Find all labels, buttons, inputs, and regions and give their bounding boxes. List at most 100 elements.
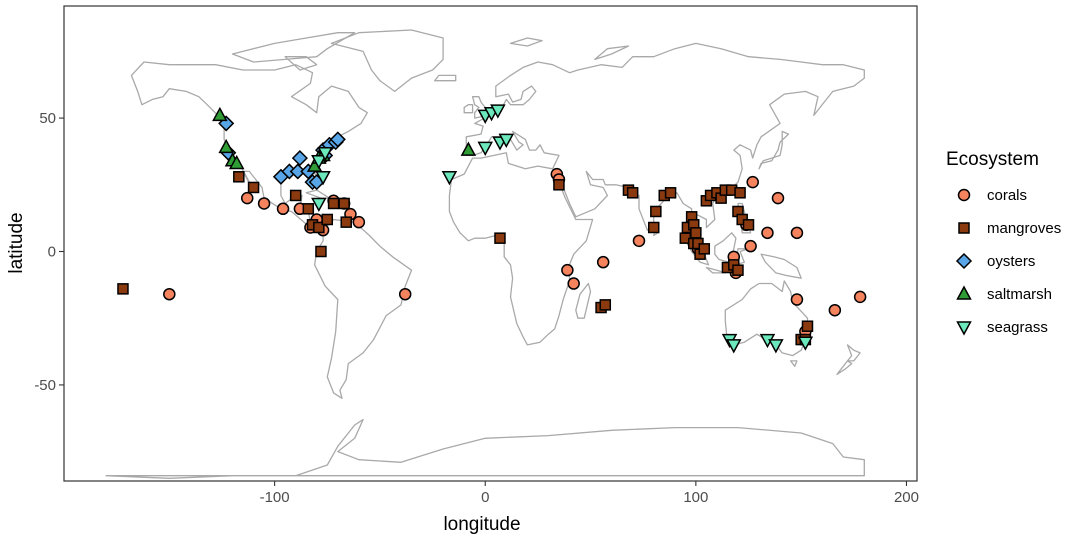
mangroves-point [626,187,639,199]
mangroves-point [599,299,612,311]
legend-label-corals: corals [987,187,1027,204]
landmass-outline [789,360,798,367]
legend-key-seagrass [956,321,972,336]
x-axis-title: longitude [443,514,520,535]
mangroves-point [315,245,327,258]
saltmarsh-point [228,154,245,170]
corals-point [163,287,176,301]
landmass-outline [330,29,444,93]
saltmarsh-point [460,141,477,156]
mangroves-point [801,320,814,332]
mangroves-point [690,227,702,239]
mangroves-point [233,171,245,183]
corals-point [567,277,580,290]
x-tick-label: -100 [260,489,290,506]
landmass-outline [463,104,474,114]
oysters-point [291,150,308,167]
seagrass-point [477,141,493,157]
axis-ticks: -100 0 100 200 -50 0 50 [34,110,919,506]
seagrass-point [498,133,515,149]
oysters-point [289,163,306,180]
landmass-outline [735,248,750,266]
x-tick-label: 0 [481,489,489,506]
legend-title: Ecosystem [946,149,1039,170]
legend-key-mangroves [958,222,970,234]
mangroves-point [340,216,352,228]
corals-point [240,191,254,205]
mangroves-point [494,232,506,244]
legend: corals mangroves oysters saltmarsh seagrass [955,187,1061,336]
corals-point [561,263,574,277]
mangroves-point [650,205,662,218]
mangroves-point [247,181,260,194]
oysters-point [329,131,346,148]
x-tick-label: 200 [894,489,919,506]
mangroves-point [302,203,315,215]
mangroves-point [117,283,129,295]
landmass-outline [434,74,457,82]
mangroves-point [321,213,334,226]
corals-point [790,226,804,240]
corals-point [398,287,412,301]
landmass-outline [594,45,630,61]
data-points [117,104,867,354]
x-tick-label: 100 [683,489,708,506]
seagrass-point [311,197,327,213]
mangroves-point [742,219,755,231]
seagrass-point [797,336,814,351]
landmass-outline [758,130,790,170]
corals-point [596,255,610,269]
corals-point [257,197,271,210]
seagrass-point [311,155,327,170]
seagrass-point [768,339,784,354]
legend-label-mangroves: mangroves [987,220,1061,237]
mangroves-point [647,221,660,234]
legend-key-saltmarsh [956,285,972,300]
seagrass-point [490,104,506,119]
mangroves-point [698,243,711,255]
seagrass-point [726,339,742,354]
y-tick-label: 50 [39,110,56,127]
mangroves-point [338,197,350,210]
legend-label-saltmarsh: saltmarsh [987,286,1052,303]
landmass-outline [714,232,737,263]
landmass-outline [105,418,865,479]
mangroves-point [313,221,325,234]
mangroves-point [289,189,302,202]
y-tick-label: 0 [48,244,56,261]
saltmarsh-point [212,106,228,122]
landmass-outline [313,218,413,399]
corals-point [746,175,759,189]
landmass-outline [231,32,356,63]
mangroves-point [553,179,565,191]
corals-point [771,191,785,205]
landmass-outline [760,253,802,279]
landmass-outline [836,360,853,375]
legend-label-seagrass: seagrass [987,319,1048,336]
seagrass-point [441,171,458,186]
corals-point [790,293,804,306]
plot-panel [63,5,918,482]
landmass-outline [509,37,543,47]
corals-point [828,303,842,317]
corals-point [853,290,867,304]
mangroves-point [664,187,677,199]
landmass-outline [448,152,594,346]
landmass-outline [284,56,318,71]
corals-point [276,202,290,216]
corals-point [744,239,757,253]
legend-key-corals [957,188,971,202]
legend-label-oysters: oysters [987,253,1035,270]
corals-point [352,215,366,229]
legend-key-oysters [955,252,973,270]
y-axis-title: latitude [6,212,27,273]
landmass-outline [846,344,861,362]
landmass-outline [575,282,592,319]
saltmarsh-point [218,138,234,154]
mangroves-point [327,197,340,210]
corals-point [761,226,774,240]
mangroves-point [734,187,746,199]
seagrass-point [315,171,331,186]
seagrass-point [317,147,333,162]
